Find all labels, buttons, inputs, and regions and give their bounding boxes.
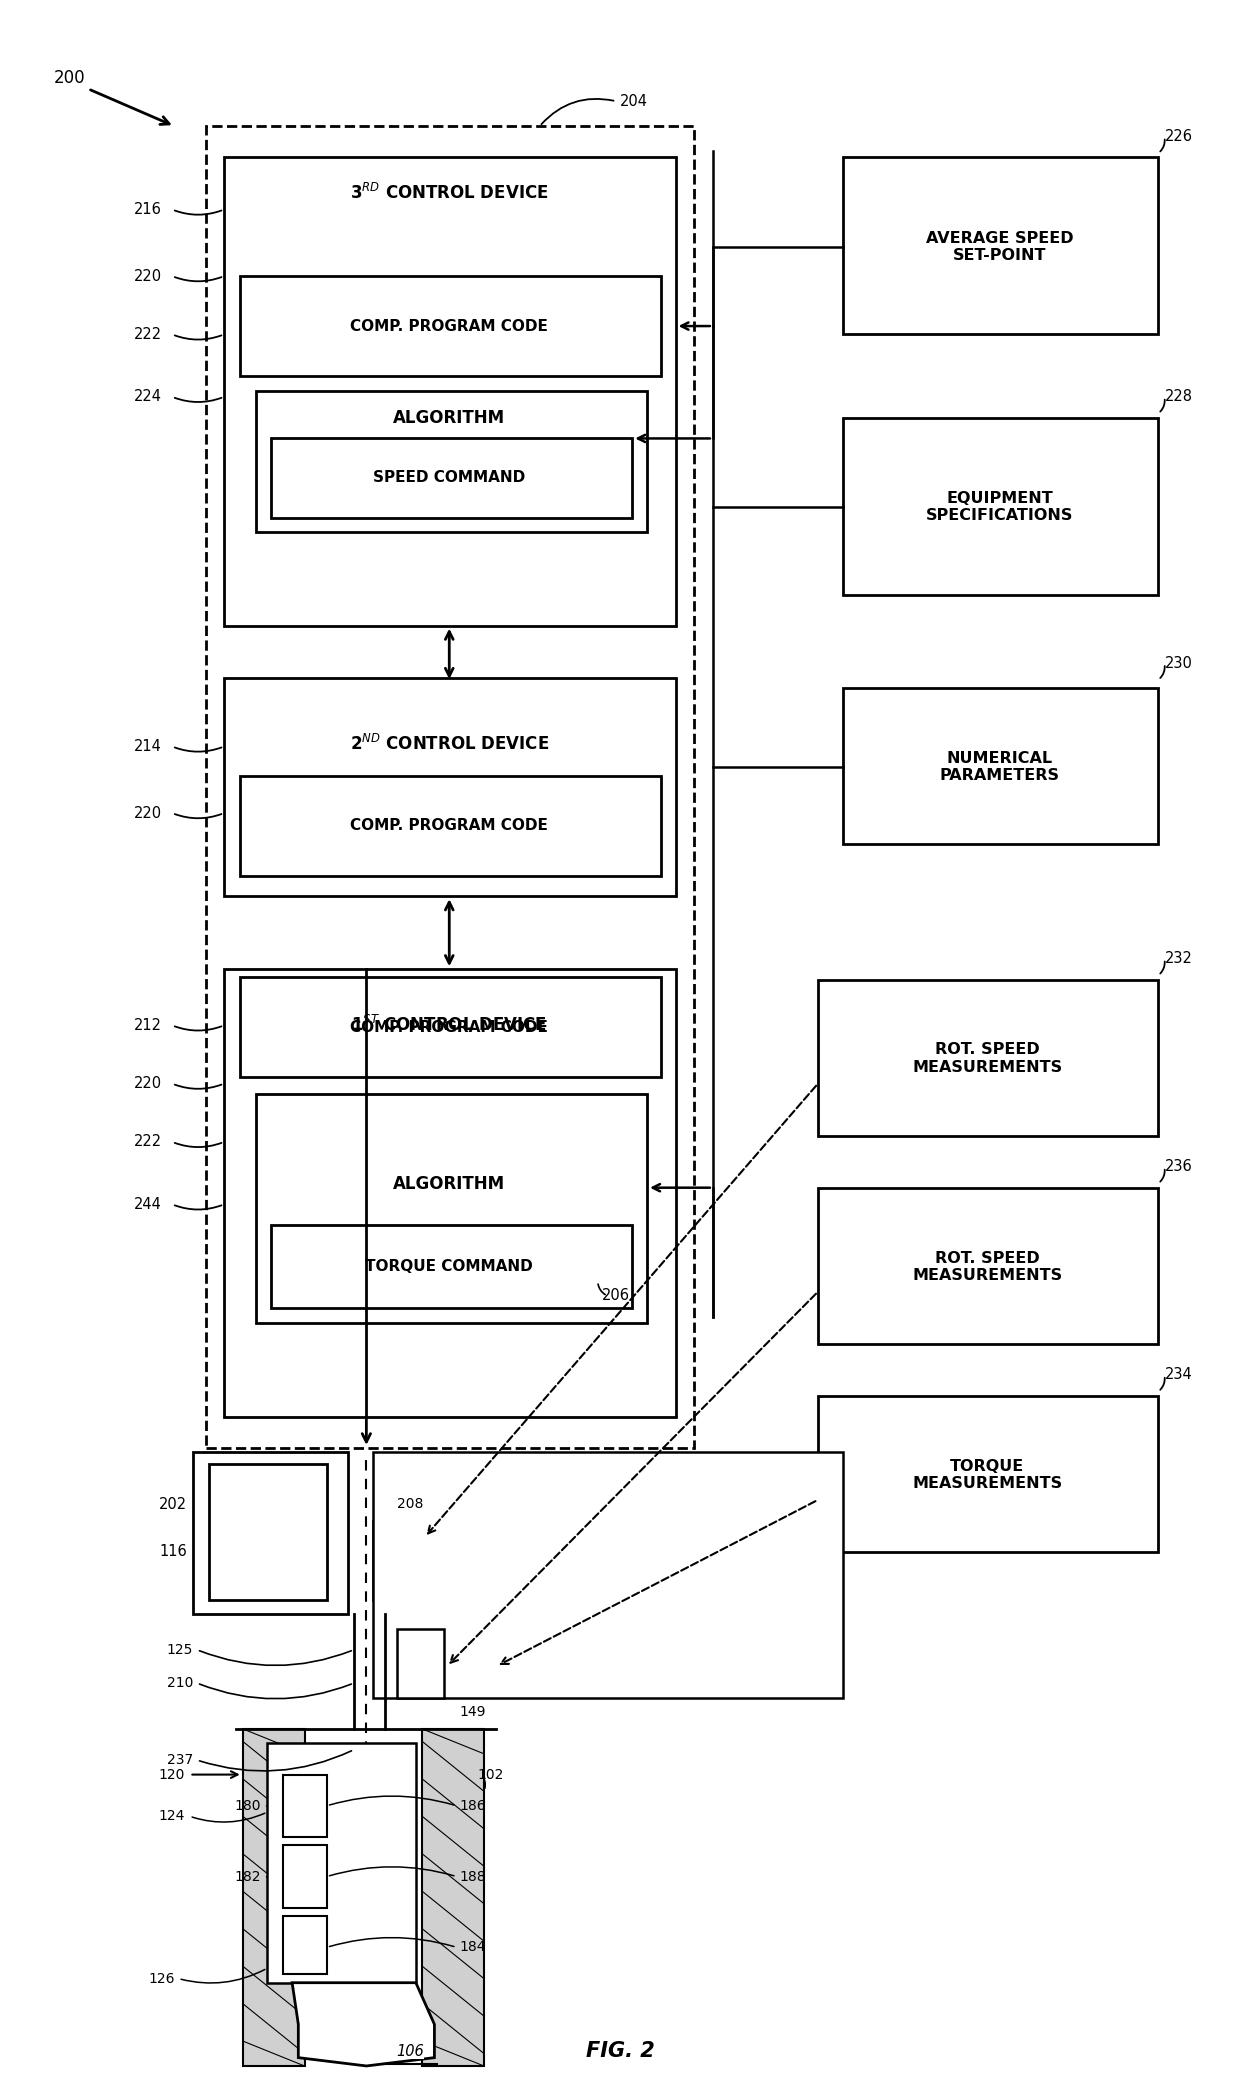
Text: 184: 184 [459,1940,486,1955]
Text: 237: 237 [167,1753,193,1767]
Text: TORQUE COMMAND: TORQUE COMMAND [366,1259,533,1273]
Text: 122: 122 [378,1753,405,1767]
FancyBboxPatch shape [257,390,647,531]
Polygon shape [293,1982,434,2065]
FancyBboxPatch shape [818,1188,1158,1344]
Text: FIG. 2: FIG. 2 [585,2042,655,2061]
Text: 188: 188 [459,1869,486,1884]
FancyBboxPatch shape [284,1915,327,1974]
FancyBboxPatch shape [268,1744,415,1982]
Text: 232: 232 [1164,950,1192,967]
FancyBboxPatch shape [224,677,676,896]
Text: 206: 206 [601,1288,630,1302]
Text: 220: 220 [134,807,162,821]
FancyBboxPatch shape [224,969,676,1417]
Text: 214: 214 [134,740,162,754]
Text: 226: 226 [1164,129,1193,144]
Text: 149: 149 [459,1705,486,1719]
Text: 230: 230 [1164,656,1192,671]
Text: 234: 234 [1164,1367,1192,1382]
Text: TORQUE
MEASUREMENTS: TORQUE MEASUREMENTS [913,1459,1063,1490]
Text: 216: 216 [134,202,162,217]
Text: 116: 116 [159,1544,187,1559]
FancyBboxPatch shape [257,1094,647,1323]
Text: 220: 220 [134,269,162,283]
Text: EQUIPMENT
SPECIFICATIONS: EQUIPMENT SPECIFICATIONS [926,492,1074,523]
Text: 210: 210 [167,1676,193,1690]
Text: 222: 222 [134,327,162,342]
Text: ROT. SPEED
MEASUREMENTS: ROT. SPEED MEASUREMENTS [913,1042,1063,1075]
Text: 220: 220 [134,1075,162,1092]
Text: 180: 180 [234,1798,262,1813]
FancyBboxPatch shape [372,1521,422,1601]
Text: 124: 124 [159,1809,185,1824]
Text: 126: 126 [148,1971,175,1986]
Text: 224: 224 [134,390,162,404]
FancyBboxPatch shape [843,688,1158,844]
FancyBboxPatch shape [272,438,632,517]
FancyBboxPatch shape [241,275,661,375]
Text: COMP. PROGRAM CODE: COMP. PROGRAM CODE [351,319,548,333]
Text: 106: 106 [396,2044,424,2059]
Text: 228: 228 [1164,390,1193,404]
Text: AVERAGE SPEED
SET-POINT: AVERAGE SPEED SET-POINT [926,231,1074,263]
Text: 204: 204 [620,94,649,108]
Text: 236: 236 [1164,1159,1192,1175]
FancyBboxPatch shape [843,158,1158,333]
Text: ALGORITHM: ALGORITHM [393,408,506,427]
FancyBboxPatch shape [272,1225,632,1309]
Text: 212: 212 [134,1017,162,1034]
Text: 2$^{ND}$ CONTROL DEVICE: 2$^{ND}$ CONTROL DEVICE [350,734,549,754]
Text: 200: 200 [53,69,86,88]
Text: COMP. PROGRAM CODE: COMP. PROGRAM CODE [351,1019,548,1036]
Text: COMP. PROGRAM CODE: COMP. PROGRAM CODE [351,819,548,834]
FancyBboxPatch shape [241,775,661,875]
Bar [422,1730,484,2065]
Text: NUMERICAL
PARAMETERS: NUMERICAL PARAMETERS [940,750,1060,784]
Text: 202: 202 [159,1496,187,1511]
Text: SPEED COMMAND: SPEED COMMAND [373,471,526,486]
Text: 186: 186 [459,1798,486,1813]
Text: 120: 120 [159,1767,185,1782]
FancyBboxPatch shape [843,417,1158,594]
Text: ALGORITHM: ALGORITHM [393,1175,506,1192]
Text: ROT. SPEED
MEASUREMENTS: ROT. SPEED MEASUREMENTS [913,1250,1063,1284]
Text: 125: 125 [167,1642,193,1657]
Bar [243,1730,305,2065]
Text: 3$^{RD}$ CONTROL DEVICE: 3$^{RD}$ CONTROL DEVICE [350,183,548,202]
FancyBboxPatch shape [224,158,676,625]
Text: 244: 244 [134,1196,162,1211]
FancyBboxPatch shape [206,127,694,1448]
FancyBboxPatch shape [284,1776,327,1836]
FancyBboxPatch shape [372,1453,843,1698]
Text: 222: 222 [134,1134,162,1150]
FancyBboxPatch shape [818,1396,1158,1553]
Text: 182: 182 [234,1869,262,1884]
Text: 102: 102 [477,1767,505,1782]
Text: 1$^{ST}$ CONTROL DEVICE: 1$^{ST}$ CONTROL DEVICE [351,1015,547,1036]
FancyBboxPatch shape [210,1465,327,1601]
Text: 208: 208 [397,1496,424,1511]
FancyBboxPatch shape [818,979,1158,1136]
FancyBboxPatch shape [284,1844,327,1907]
FancyBboxPatch shape [241,977,661,1077]
FancyBboxPatch shape [397,1630,444,1698]
FancyBboxPatch shape [193,1453,347,1615]
